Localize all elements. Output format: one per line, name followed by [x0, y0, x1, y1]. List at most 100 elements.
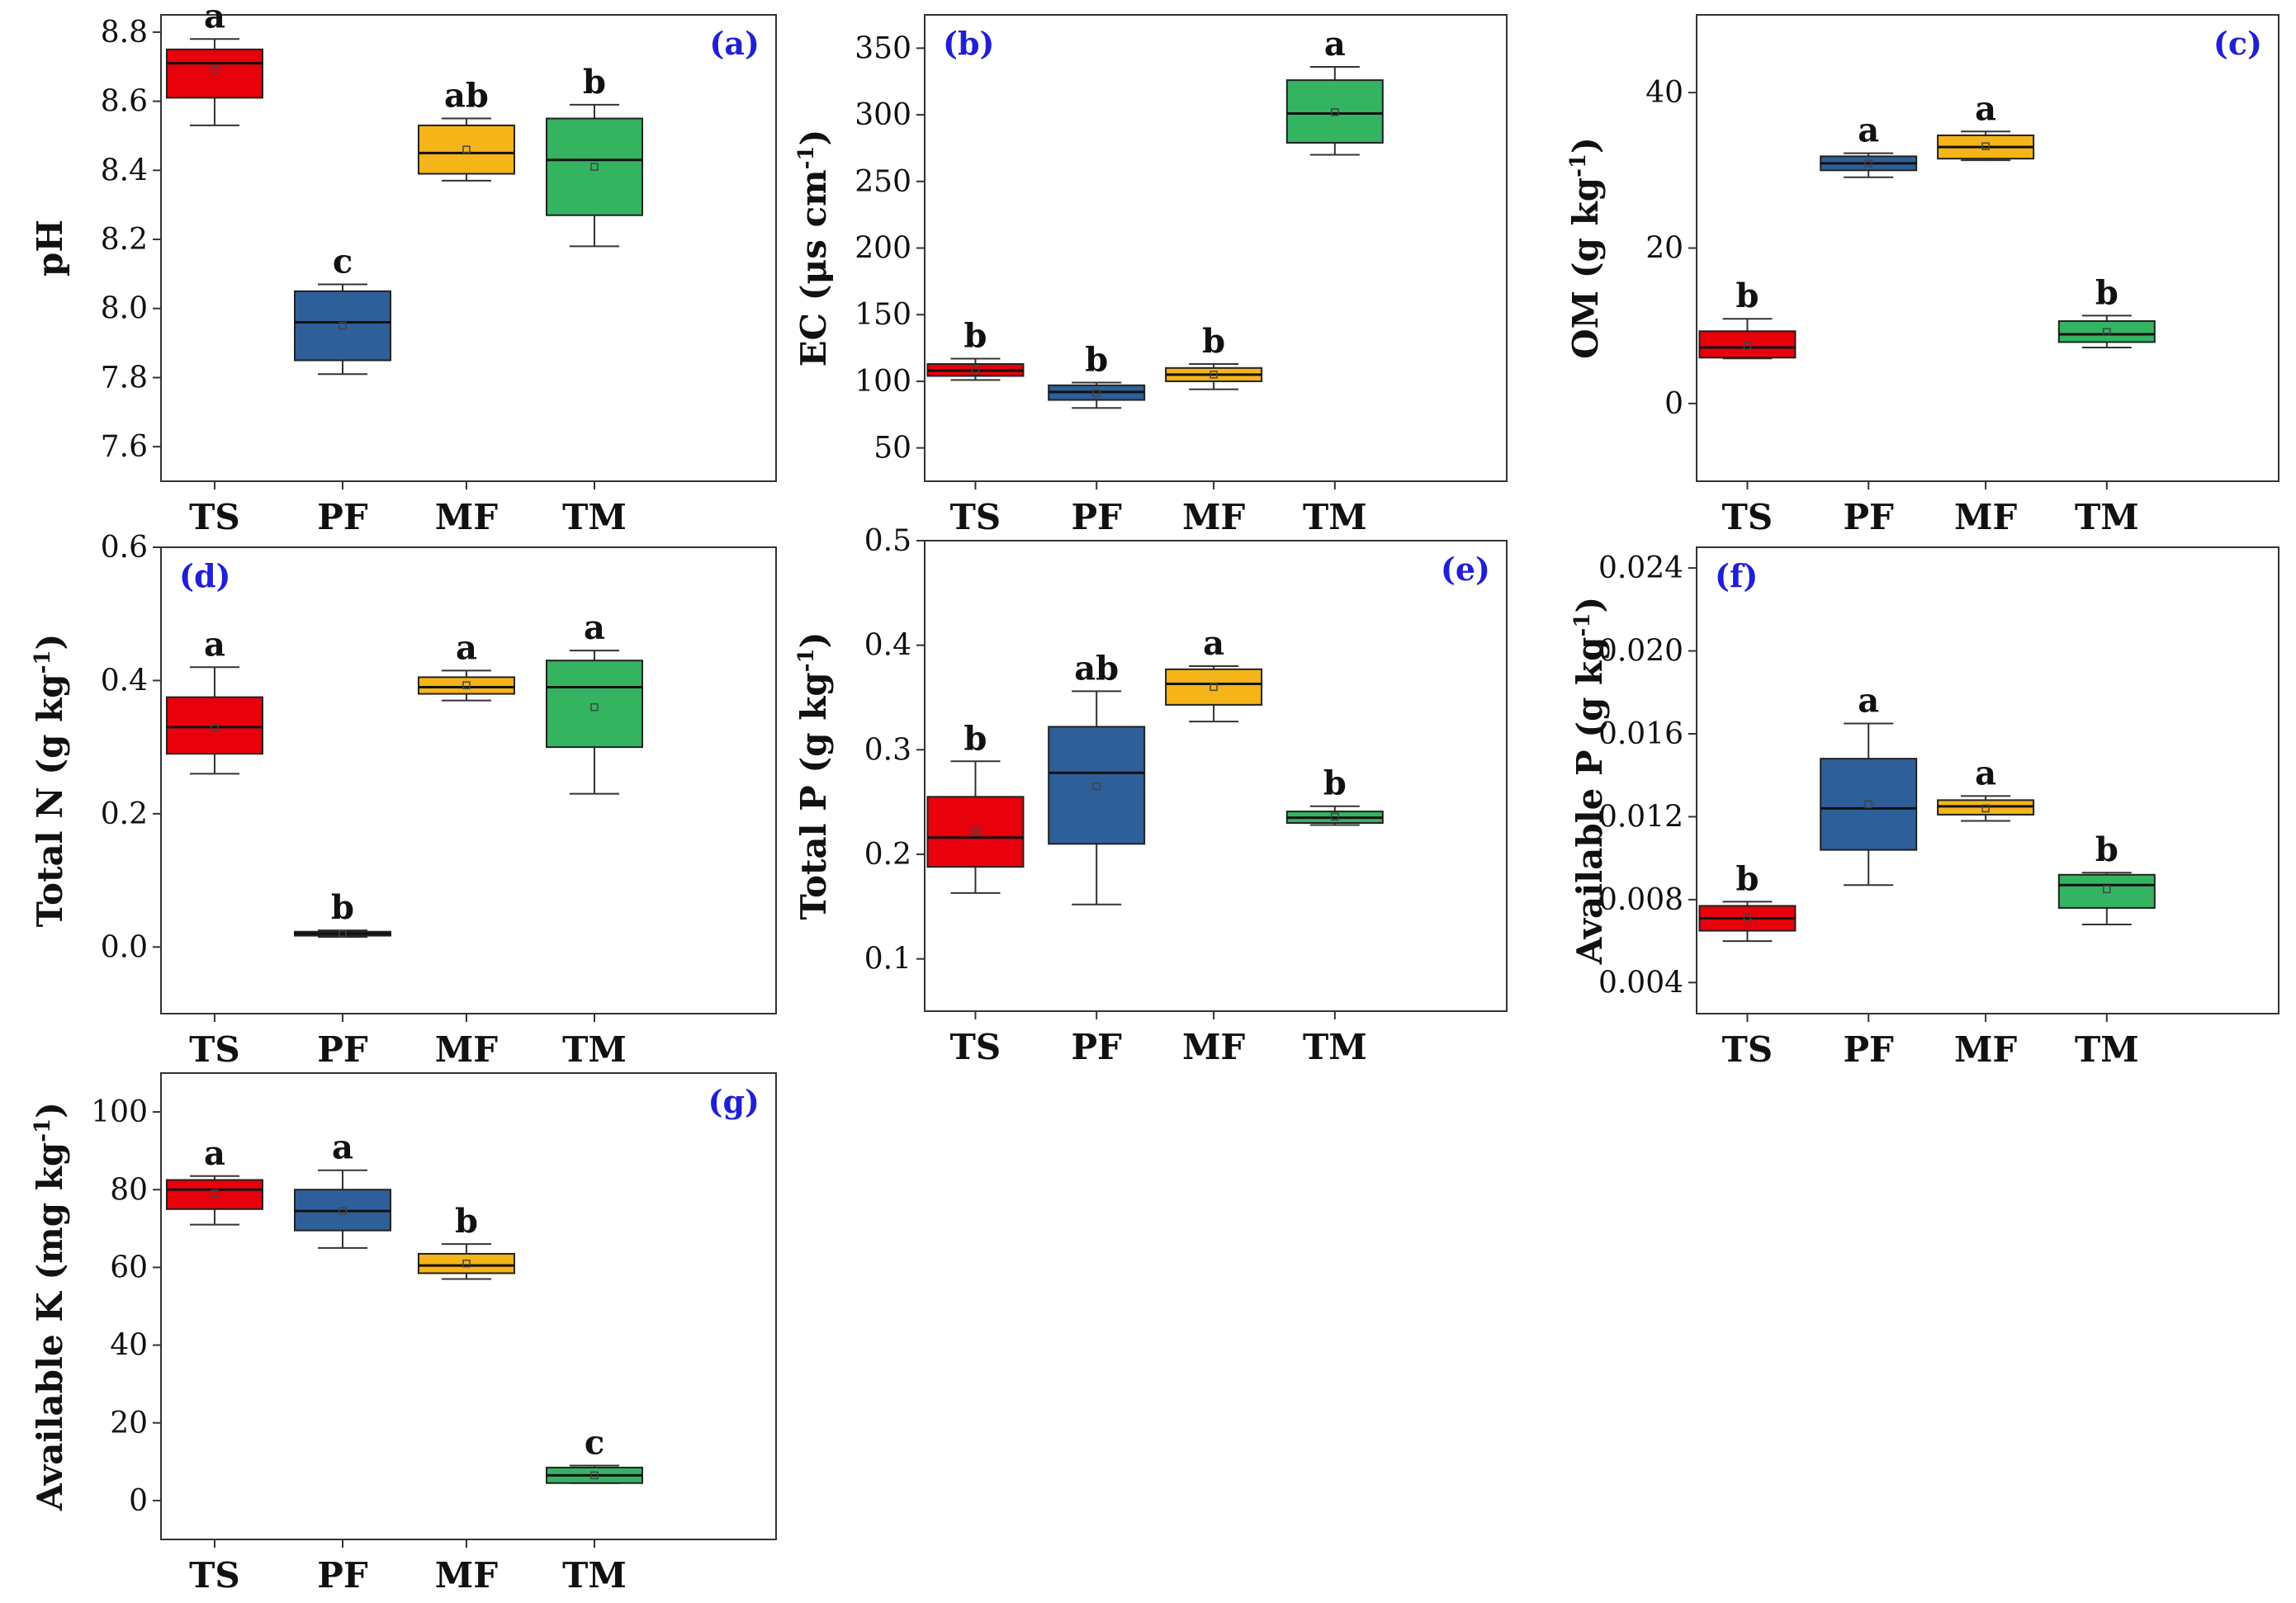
- mean-marker: [462, 681, 471, 689]
- y-tick-label: 20: [110, 1407, 148, 1440]
- y-axis-label: EC (μs cm-1): [793, 130, 834, 367]
- y-axis-label: Available P (g kg-1): [1569, 597, 1610, 966]
- x-category-label: MF: [1182, 1027, 1245, 1067]
- x-category-label: PF: [317, 1029, 368, 1070]
- significance-letter: a: [1203, 624, 1224, 663]
- mean-marker: [462, 1259, 471, 1268]
- iqr-box: [1698, 330, 1797, 359]
- mean-marker: [338, 929, 347, 938]
- box-PF: a PF: [293, 1128, 391, 1596]
- mean-marker: [338, 321, 347, 330]
- box-MF: a MF: [1165, 624, 1263, 1067]
- significance-letter: b: [2095, 830, 2118, 869]
- significance-letter: a: [456, 628, 477, 667]
- y-tick-label: 50: [873, 432, 911, 466]
- box-TM: c TM: [546, 1424, 644, 1596]
- box-TM: b TM: [546, 63, 644, 537]
- iqr-box: [1820, 758, 1918, 851]
- plot-frame: [160, 14, 777, 482]
- box-MF: b MF: [1165, 322, 1263, 537]
- mean-marker: [1864, 800, 1872, 809]
- y-tick-label: 0.5: [864, 524, 911, 558]
- significance-letter: b: [963, 316, 987, 355]
- y-tick-label: 350: [854, 31, 911, 65]
- y-tick-label: 40: [1645, 76, 1683, 110]
- plot-frame: [924, 540, 1508, 1012]
- y-tick-label: 150: [854, 298, 911, 332]
- y-tick-label: 0.2: [864, 838, 911, 872]
- panel-tag: (d): [179, 557, 231, 594]
- panel-d: 0.0 0.2 0.4 0.6 Total N (g kg-1) (d) a TS b PF a MF…: [30, 531, 777, 1070]
- x-category-label: TS: [189, 1555, 240, 1596]
- significance-letter: b: [1085, 341, 1108, 380]
- plot-frame: [160, 1072, 777, 1540]
- mean-marker: [1743, 914, 1752, 923]
- x-category-label: MF: [1954, 497, 2017, 537]
- significance-letter: b: [455, 1202, 478, 1241]
- y-axis-label: Total P (g kg-1): [793, 632, 834, 920]
- y-axis-label: Available K (mg kg-1): [30, 1102, 70, 1511]
- mean-marker: [211, 1189, 219, 1198]
- iqr-box: [1165, 668, 1263, 706]
- x-category-label: MF: [1954, 1029, 2017, 1070]
- y-tick-label: 8.2: [101, 223, 148, 257]
- significance-letter: ab: [1074, 649, 1119, 688]
- plot-frame: [924, 14, 1508, 482]
- mean-marker: [1092, 389, 1101, 398]
- y-tick-label: 0.012: [1598, 800, 1683, 834]
- y-tick-label: 8.4: [101, 154, 148, 187]
- x-category-label: PF: [317, 1555, 368, 1596]
- box-PF: a PF: [1820, 111, 1918, 537]
- significance-letter: b: [1323, 764, 1347, 803]
- significance-letter: a: [1858, 681, 1879, 720]
- x-category-label: PF: [1843, 1029, 1894, 1070]
- y-tick-label: 300: [854, 98, 911, 132]
- y-tick-label: 7.6: [101, 430, 148, 464]
- box-MF: b MF: [417, 1202, 515, 1596]
- box-MF: ab MF: [417, 77, 515, 537]
- box-PF: a PF: [1820, 681, 1918, 1070]
- y-tick-label: 40: [110, 1329, 148, 1363]
- y-tick-label: 0.6: [101, 531, 148, 565]
- iqr-box: [2057, 320, 2156, 343]
- x-category-label: TM: [2075, 497, 2139, 537]
- box-PF: b PF: [293, 888, 391, 1070]
- x-category-label: MF: [435, 1029, 498, 1070]
- y-tick-label: 0.4: [864, 629, 911, 663]
- y-tick-label: 250: [854, 165, 911, 199]
- plot-frame: [1696, 14, 2279, 482]
- panel-tag: (c): [2213, 25, 2262, 62]
- x-category-label: MF: [435, 497, 498, 537]
- x-category-label: PF: [1843, 497, 1894, 537]
- mean-marker: [211, 723, 219, 731]
- mean-marker: [1331, 812, 1339, 821]
- significance-letter: a: [1858, 111, 1879, 150]
- y-axis-label: Total N (g kg-1): [30, 634, 70, 928]
- x-category-label: PF: [1071, 497, 1122, 537]
- iqr-box: [546, 117, 644, 216]
- mean-marker: [2103, 885, 2111, 894]
- box-TS: b TS: [926, 719, 1025, 1067]
- significance-letter: a: [204, 0, 225, 35]
- box-TS: a TS: [165, 0, 263, 537]
- y-tick-label: 8.0: [101, 292, 148, 326]
- iqr-box: [2057, 873, 2156, 909]
- panel-tag: (g): [708, 1083, 760, 1120]
- y-tick-label: 60: [110, 1251, 148, 1284]
- y-tick-label: 0.004: [1598, 966, 1683, 1000]
- x-category-label: MF: [435, 1555, 498, 1596]
- iqr-box: [293, 290, 391, 362]
- y-tick-label: 0.024: [1598, 551, 1683, 585]
- x-category-label: PF: [1071, 1027, 1122, 1067]
- significance-letter: a: [204, 1134, 225, 1173]
- y-tick-label: 100: [854, 365, 911, 399]
- panel-f: 0.004 0.008 0.012 0.016 0.020 0.024 Available …: [1569, 546, 2279, 1070]
- iqr-box: [417, 1252, 515, 1274]
- box-TM: b TM: [2057, 273, 2156, 537]
- significance-letter: a: [204, 625, 225, 664]
- x-category-label: TS: [189, 1029, 240, 1070]
- iqr-box: [165, 1179, 263, 1210]
- y-tick-label: 0.3: [864, 733, 911, 767]
